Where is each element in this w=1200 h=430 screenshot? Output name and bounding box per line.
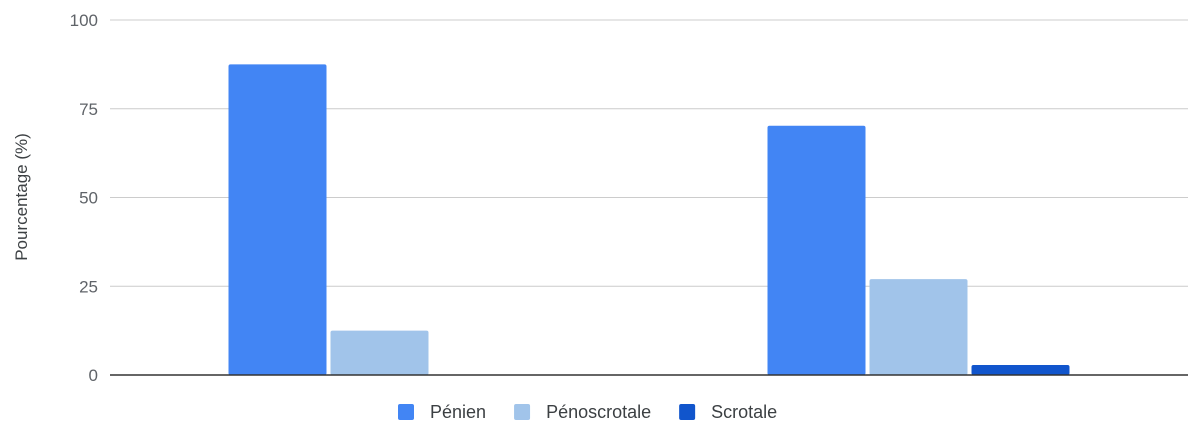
legend-label-scrotale: Scrotale: [711, 402, 777, 422]
y-tick-label: 25: [79, 277, 98, 296]
bars: [228, 64, 1070, 375]
y-axis-ticks: 0 25 50 75 100: [70, 11, 98, 385]
legend-swatch-p-noscrotale: [514, 404, 531, 420]
y-axis-title: Pourcentage (%): [12, 133, 31, 261]
y-tick-label: 0: [89, 366, 98, 385]
legend-label-p-nien: Pénien: [430, 402, 486, 422]
bar-p-noscrotale-1: [330, 330, 429, 375]
legend-swatch-p-nien: [398, 404, 414, 420]
legend-label-p-noscrotale: Pénoscrotale: [546, 402, 651, 422]
bar-scrotale-2: [971, 365, 1070, 375]
legend-swatch-scrotale: [679, 404, 696, 420]
bar-p-noscrotale-2: [869, 279, 968, 375]
legend: Pénien Pénoscrotale Scrotale: [398, 402, 777, 422]
bar-p-nien-1: [228, 64, 327, 375]
y-tick-label: 50: [79, 189, 98, 208]
y-tick-label: 75: [79, 100, 98, 119]
y-tick-label: 100: [70, 11, 98, 30]
bar-p-nien-2: [767, 125, 866, 375]
